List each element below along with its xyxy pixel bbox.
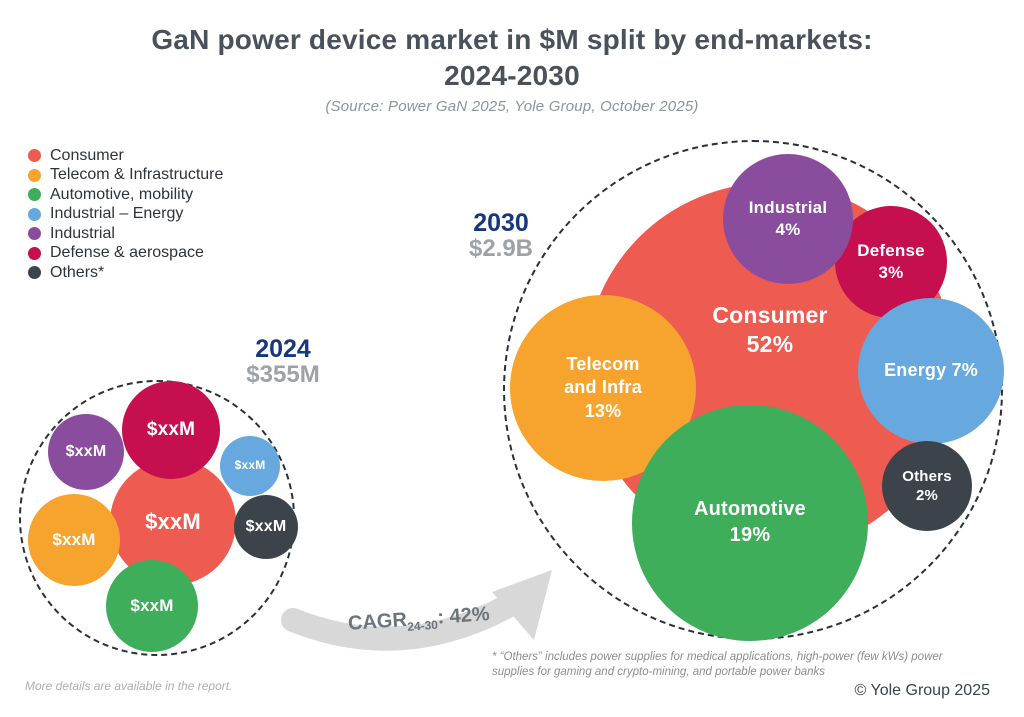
- legend-dot-icon: [28, 246, 41, 260]
- legend-item-defense-aerospace: Defense & aerospace: [28, 244, 223, 261]
- title-line1: GaN power device market in $M split by e…: [151, 24, 873, 55]
- legend: Consumer Telecom & Infrastructure Automoti…: [28, 146, 224, 281]
- legend-dot-icon: [28, 207, 41, 221]
- legend-item-automotive-mobility: Automotive, mobility: [28, 185, 223, 203]
- legend-dot-icon: [28, 266, 41, 279]
- legend-item-consumer: Consumer: [28, 146, 223, 164]
- legend-label: Industrial: [50, 224, 115, 242]
- legend-dot-icon: [28, 149, 41, 162]
- cagr-subscript: 24-30: [406, 617, 439, 634]
- legend-label: Others*: [50, 263, 105, 281]
- footnote-line2: supplies for gaming and crypto-mining, a…: [492, 666, 826, 678]
- legend-label: Automotive, mobility: [50, 185, 194, 203]
- legend-item-industrial-energy: Industrial – Energy: [28, 205, 223, 222]
- cagr-prefix: CAGR: [347, 608, 408, 635]
- footnote-line1: * “Others” includes power supplies for m…: [492, 651, 943, 663]
- title-line2: 2024-2030: [444, 60, 580, 91]
- legend-label: Defense & aerospace: [50, 244, 204, 261]
- more-details-note: More details are available in the report…: [25, 679, 233, 693]
- legend-item-others: Others*: [28, 263, 223, 281]
- legend-item-telecom-infrastructure: Telecom & Infrastructure: [28, 166, 224, 183]
- source-line: (Source: Power GaN 2025, Yole Group, Oct…: [325, 98, 699, 115]
- legend-dot-icon: [28, 188, 41, 201]
- page-title: GaN power device market in $M split by e…: [0, 22, 1024, 94]
- legend-dot-icon: [28, 168, 41, 182]
- others-footnote: * “Others” includes power supplies for m…: [492, 650, 992, 680]
- legend-label: Consumer: [50, 146, 124, 164]
- legend-label: Industrial – Energy: [50, 205, 184, 222]
- legend-item-industrial: Industrial: [28, 224, 223, 242]
- copyright: © Yole Group 2025: [854, 682, 990, 699]
- legend-label: Telecom & Infrastructure: [50, 166, 224, 183]
- cagr-value: : 42%: [436, 603, 491, 629]
- legend-dot-icon: [28, 227, 41, 240]
